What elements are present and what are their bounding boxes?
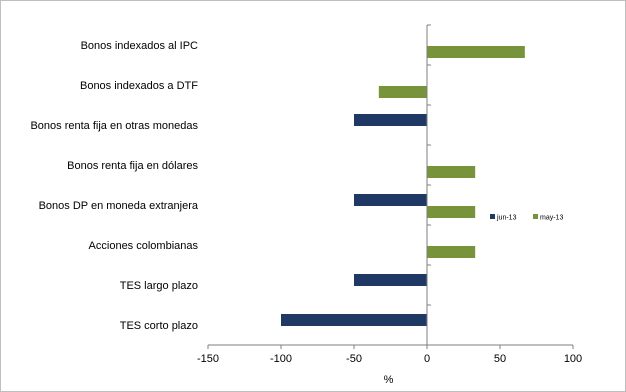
bar bbox=[378, 86, 427, 98]
x-tick-label: 50 bbox=[494, 353, 506, 365]
legend-label: may-13 bbox=[540, 215, 563, 222]
x-tick-label: -150 bbox=[197, 353, 219, 365]
category-label: Bonos indexados a DTF bbox=[80, 80, 198, 92]
bar bbox=[427, 206, 476, 218]
x-tick-label: -50 bbox=[346, 353, 362, 365]
bar bbox=[427, 246, 476, 258]
x-tick-label: 0 bbox=[424, 353, 430, 365]
bar bbox=[354, 114, 427, 126]
bar bbox=[354, 194, 427, 206]
category-label: Bonos indexados al IPC bbox=[81, 40, 198, 52]
bars bbox=[281, 46, 525, 326]
bar bbox=[281, 314, 427, 326]
x-axis bbox=[207, 24, 574, 349]
category-label: TES largo plazo bbox=[120, 280, 198, 292]
bar bbox=[354, 274, 427, 286]
category-label: Bonos DP en moneda extranjera bbox=[39, 200, 199, 212]
legend: jun-13 may-13 bbox=[490, 214, 563, 222]
x-tick-label: 100 bbox=[564, 353, 582, 365]
x-tick-labels: -150 -100 -50 0 50 100 bbox=[197, 353, 582, 365]
bar bbox=[427, 166, 476, 178]
legend-swatch bbox=[490, 214, 495, 219]
category-label: Bonos renta fija en otras monedas bbox=[30, 120, 198, 132]
legend-swatch bbox=[533, 214, 538, 219]
category-labels: Bonos indexados al IPC Bonos indexados a … bbox=[30, 40, 198, 332]
x-tick-label: -100 bbox=[270, 353, 292, 365]
bar bbox=[427, 46, 525, 58]
category-label: TES corto plazo bbox=[120, 320, 198, 332]
category-label: Acciones colombianas bbox=[89, 240, 199, 252]
category-label: Bonos renta fija en dólares bbox=[67, 160, 198, 172]
x-axis-title: % bbox=[384, 374, 394, 386]
legend-label: jun-13 bbox=[496, 215, 517, 222]
